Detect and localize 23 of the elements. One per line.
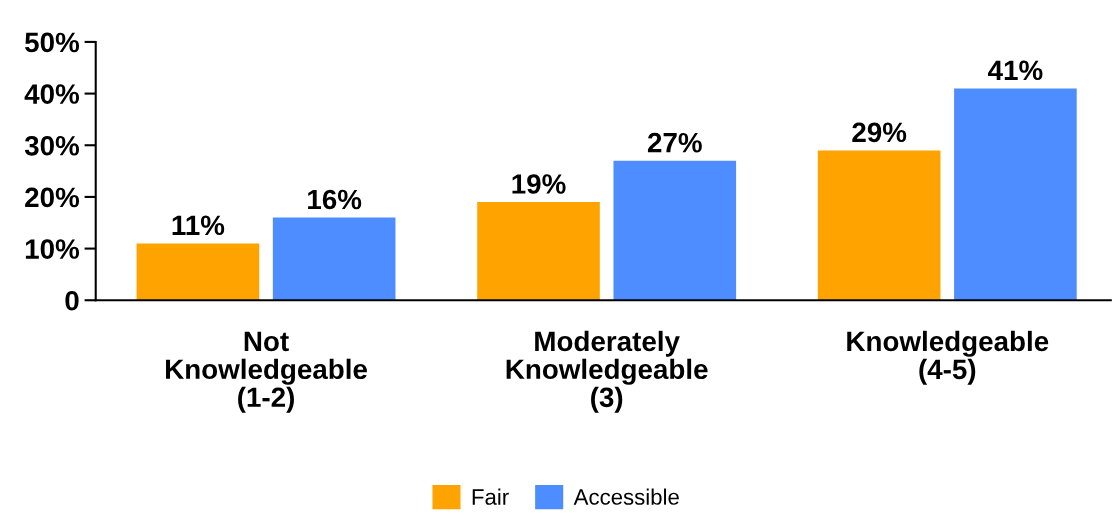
data-label: 19% (512, 174, 566, 194)
legend-label: Fair (472, 488, 509, 505)
y-tick-label: 20% (25, 187, 80, 208)
legend-label: Accessible (573, 488, 679, 505)
data-label: 29% (852, 122, 907, 143)
bar (477, 202, 600, 301)
data-label: 16% (308, 189, 362, 210)
y-tick-label: 40% (24, 84, 80, 104)
x-tick-label: Knowledgeable (4-5) (847, 330, 1049, 385)
data-label: 41% (988, 60, 1043, 81)
bar (817, 150, 941, 301)
y-tick-label: 50% (25, 32, 80, 53)
x-tick-label: Not Knowledgeable (1-2) (166, 331, 367, 413)
bar (613, 160, 737, 301)
bar (954, 88, 1077, 301)
bar (272, 217, 396, 301)
y-tick-label: 10% (25, 239, 80, 259)
bar (136, 243, 260, 301)
x-tick-label: Moderately Knowledgeable (3) (506, 330, 708, 413)
data-label: 27% (647, 132, 702, 153)
y-tick-label: 0 (65, 290, 79, 311)
data-label: 11% (172, 215, 225, 236)
y-tick-label: 30% (24, 135, 80, 156)
